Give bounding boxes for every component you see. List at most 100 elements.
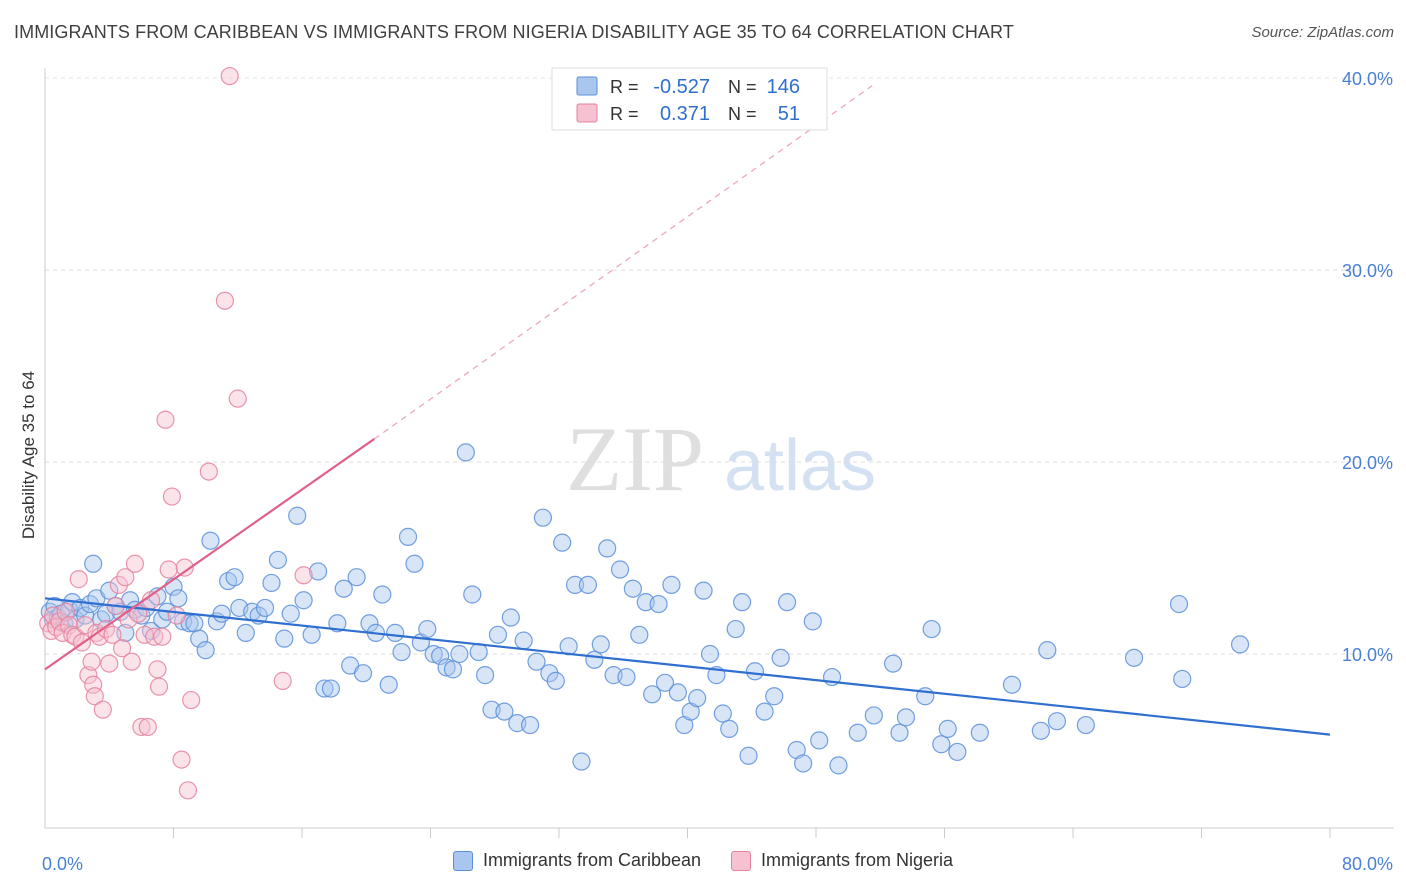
legend-swatch-caribbean xyxy=(452,850,473,871)
stats-r-label-nigeria: R = xyxy=(610,104,639,124)
stats-n-value-nigeria: 51 xyxy=(778,103,800,125)
stats-n-label-nigeria: N = xyxy=(728,104,757,124)
data-point-nigeria xyxy=(85,687,104,706)
data-point-caribbean xyxy=(463,585,482,604)
data-point-nigeria xyxy=(215,291,234,310)
legend-item-nigeria[interactable]: Immigrants from Nigeria xyxy=(731,850,953,871)
data-point-caribbean xyxy=(328,614,347,633)
data-point-caribbean xyxy=(225,568,244,587)
data-point-caribbean xyxy=(970,723,989,742)
data-point-nigeria xyxy=(116,568,135,587)
data-point-nigeria xyxy=(82,652,101,671)
data-point-caribbean xyxy=(739,746,758,765)
data-point-nigeria xyxy=(159,560,178,579)
data-point-caribbean xyxy=(1047,712,1067,731)
legend-label-nigeria: Immigrants from Nigeria xyxy=(761,850,954,870)
data-point-caribbean xyxy=(190,629,209,648)
data-point-caribbean xyxy=(810,731,829,750)
data-point-caribbean xyxy=(1038,641,1057,660)
trendline-caribbean xyxy=(44,597,1331,736)
data-point-caribbean xyxy=(450,644,469,664)
data-point-caribbean xyxy=(745,662,765,681)
data-point-nigeria xyxy=(294,566,313,585)
data-point-caribbean xyxy=(196,641,215,660)
legend-item-caribbean[interactable]: Immigrants from Caribbean xyxy=(452,850,701,871)
data-point-caribbean xyxy=(1031,721,1050,740)
stats-swatch-nigeria xyxy=(576,103,598,123)
data-point-caribbean xyxy=(720,719,739,738)
data-point-caribbean xyxy=(771,648,790,667)
data-point-caribbean xyxy=(848,723,867,742)
data-point-nigeria xyxy=(132,717,151,737)
data-point-caribbean xyxy=(591,635,610,654)
data-point-caribbean xyxy=(643,685,662,704)
data-point-caribbean xyxy=(275,629,294,648)
data-point-nigeria xyxy=(172,750,191,769)
stats-n-value-caribbean: 146 xyxy=(767,76,800,98)
data-point-caribbean xyxy=(437,658,456,677)
data-point-nigeria xyxy=(59,616,79,635)
data-point-nigeria xyxy=(122,652,141,671)
data-point-caribbean xyxy=(262,573,281,593)
data-point-caribbean xyxy=(617,667,636,687)
data-point-caribbean xyxy=(755,702,774,721)
data-point-caribbean xyxy=(610,560,630,579)
data-point-caribbean xyxy=(281,604,300,623)
data-point-caribbean xyxy=(1076,715,1095,735)
stats-r-label-caribbean: R = xyxy=(610,77,639,97)
data-point-nigeria xyxy=(167,606,186,625)
data-point-nigeria xyxy=(103,625,122,644)
data-point-caribbean xyxy=(896,708,916,727)
data-point-caribbean xyxy=(268,550,288,570)
stats-legend: R = -0.527 N = 146 R = 0.371 N = 51 xyxy=(551,67,828,131)
data-point-caribbean xyxy=(308,562,328,581)
data-point-caribbean xyxy=(565,575,585,594)
data-point-caribbean xyxy=(520,715,540,735)
data-point-caribbean xyxy=(794,754,813,773)
data-point-caribbean xyxy=(864,706,883,725)
data-point-nigeria xyxy=(156,410,175,429)
watermark-zip: ZIP xyxy=(566,408,704,510)
data-point-caribbean xyxy=(398,527,418,546)
data-point-caribbean xyxy=(922,619,941,639)
data-point-caribbean xyxy=(623,579,642,598)
data-point-caribbean xyxy=(353,664,373,683)
data-point-nigeria xyxy=(100,654,119,673)
source-credit: Source: ZipAtlas.com xyxy=(1251,24,1394,41)
data-point-nigeria xyxy=(84,675,103,694)
data-point-caribbean xyxy=(84,554,103,573)
data-point-caribbean xyxy=(655,673,675,692)
data-point-caribbean xyxy=(392,642,411,662)
data-point-caribbean xyxy=(883,654,903,673)
data-point-caribbean xyxy=(649,594,668,614)
data-point-caribbean xyxy=(630,625,649,644)
data-point-caribbean xyxy=(424,644,443,664)
data-point-caribbean xyxy=(236,623,255,642)
data-point-caribbean xyxy=(386,623,405,642)
data-point-caribbean xyxy=(668,683,687,702)
chart-title: IMMIGRANTS FROM CARIBBEAN VS IMMIGRANTS … xyxy=(14,22,1014,42)
data-point-caribbean xyxy=(688,689,707,708)
data-point-nigeria xyxy=(199,462,218,481)
data-point-nigeria xyxy=(228,389,247,408)
data-point-caribbean xyxy=(302,625,321,644)
y-tick-label: 10.0% xyxy=(1342,645,1393,665)
data-point-caribbean xyxy=(469,642,488,662)
data-point-nigeria xyxy=(138,717,157,737)
stats-r-value-caribbean: -0.527 xyxy=(653,76,710,98)
data-point-caribbean xyxy=(527,652,546,671)
data-point-caribbean xyxy=(373,585,392,604)
stats-n-label-caribbean: N = xyxy=(728,77,757,97)
data-point-caribbean xyxy=(431,646,450,666)
watermark: ZIP atlas xyxy=(566,408,876,510)
data-point-caribbean xyxy=(938,719,957,738)
y-tick-label: 40.0% xyxy=(1342,69,1393,89)
data-point-nigeria xyxy=(220,66,239,86)
data-point-nigeria xyxy=(79,666,98,685)
data-point-caribbean xyxy=(347,568,366,587)
data-point-caribbean xyxy=(476,666,495,685)
data-point-caribbean xyxy=(321,679,341,698)
data-point-nigeria xyxy=(175,558,194,577)
data-point-nigeria xyxy=(50,612,69,631)
data-point-caribbean xyxy=(694,581,713,600)
